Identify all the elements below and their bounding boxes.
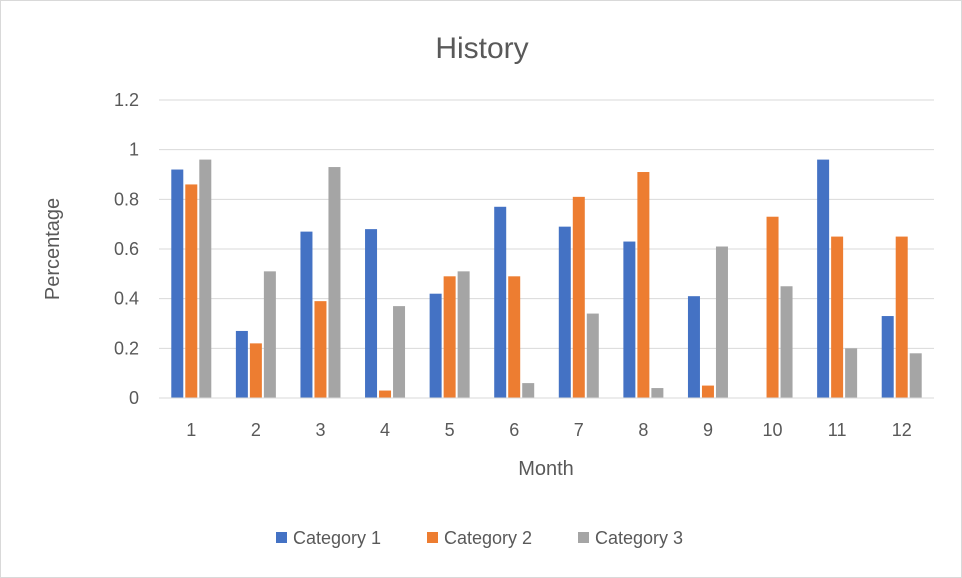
x-axis-title: Month bbox=[518, 458, 574, 480]
bar-series2-month-1 bbox=[185, 184, 198, 398]
x-tick-label: 6 bbox=[509, 420, 519, 440]
x-tick-label: 5 bbox=[445, 420, 455, 440]
bar-series1-month-7 bbox=[558, 226, 571, 398]
x-tick-label: 10 bbox=[763, 420, 783, 440]
bar-series3-month-12 bbox=[909, 353, 922, 398]
legend-swatch bbox=[276, 532, 287, 543]
legend-label: Category 2 bbox=[444, 528, 532, 548]
bar-series3-month-1 bbox=[199, 159, 212, 398]
bar-series3-month-8 bbox=[651, 388, 664, 398]
bar-series2-month-5 bbox=[443, 276, 456, 398]
bar-series1-month-11 bbox=[817, 159, 830, 398]
bar-series2-month-3 bbox=[314, 301, 327, 398]
bar-series3-month-5 bbox=[457, 271, 470, 398]
y-tick-label: 0.2 bbox=[114, 338, 139, 358]
y-tick-label: 0 bbox=[129, 388, 139, 408]
bar-series3-month-6 bbox=[522, 383, 535, 398]
bar-series2-month-6 bbox=[508, 276, 521, 398]
y-tick-label: 0.8 bbox=[114, 189, 139, 209]
bars bbox=[171, 159, 922, 398]
bar-series2-month-7 bbox=[572, 196, 585, 398]
bar-series2-month-4 bbox=[379, 390, 392, 398]
bar-series1-month-3 bbox=[300, 231, 313, 398]
legend-swatch bbox=[427, 532, 438, 543]
legend-swatch bbox=[578, 532, 589, 543]
x-tick-label: 8 bbox=[638, 420, 648, 440]
bar-series3-month-7 bbox=[586, 313, 599, 398]
bar-series2-month-8 bbox=[637, 172, 650, 398]
bar-series3-month-11 bbox=[845, 348, 858, 398]
bar-series2-month-12 bbox=[895, 236, 908, 398]
bar-series1-month-2 bbox=[235, 330, 248, 398]
bar-series2-month-10 bbox=[766, 216, 779, 398]
bar-series1-month-9 bbox=[687, 296, 700, 398]
x-tick-label: 9 bbox=[703, 420, 713, 440]
y-axis-ticks: 0 0.2 0.4 0.6 0.8 1 1.2 bbox=[114, 90, 139, 408]
bar-series1-month-8 bbox=[623, 241, 636, 398]
bar-series1-month-4 bbox=[365, 229, 378, 398]
chart-title: History bbox=[435, 32, 528, 65]
x-tick-label: 12 bbox=[892, 420, 912, 440]
gridlines bbox=[159, 99, 934, 349]
bar-series3-month-4 bbox=[393, 306, 406, 398]
bar-series3-month-2 bbox=[263, 271, 276, 398]
bar-series3-month-9 bbox=[715, 246, 728, 398]
x-tick-label: 11 bbox=[828, 420, 847, 440]
x-tick-label: 1 bbox=[186, 420, 196, 440]
y-tick-label: 1 bbox=[129, 140, 139, 160]
y-axis-title: Percentage bbox=[42, 198, 64, 300]
bar-series3-month-10 bbox=[780, 286, 793, 398]
bar-series1-month-6 bbox=[494, 206, 507, 398]
x-tick-label: 7 bbox=[574, 420, 584, 440]
legend: Category 1 Category 2 Category 3 bbox=[276, 528, 683, 548]
bar-series1-month-5 bbox=[429, 293, 442, 398]
y-tick-label: 0.6 bbox=[114, 239, 139, 259]
bar-series2-month-9 bbox=[701, 385, 714, 398]
y-tick-label: 0.4 bbox=[114, 289, 139, 309]
bar-series1-month-1 bbox=[171, 169, 184, 398]
x-tick-label: 3 bbox=[315, 420, 325, 440]
y-tick-label: 1.2 bbox=[114, 90, 139, 110]
x-tick-label: 4 bbox=[380, 420, 390, 440]
bar-series2-month-11 bbox=[831, 236, 844, 398]
bar-series3-month-3 bbox=[328, 167, 341, 398]
legend-label: Category 3 bbox=[595, 528, 683, 548]
bar-series2-month-2 bbox=[249, 343, 262, 398]
x-axis-ticks: 1 2 3 4 5 6 7 8 9 10 11 12 bbox=[186, 420, 911, 440]
bar-series1-month-12 bbox=[881, 316, 894, 398]
legend-label: Category 1 bbox=[293, 528, 381, 548]
x-tick-label: 2 bbox=[251, 420, 261, 440]
